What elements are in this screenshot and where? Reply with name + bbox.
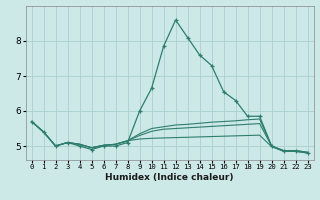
X-axis label: Humidex (Indice chaleur): Humidex (Indice chaleur) [105,173,234,182]
